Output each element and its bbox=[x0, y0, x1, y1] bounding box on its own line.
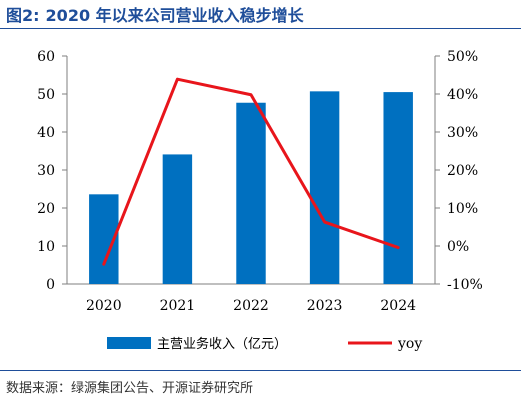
left-axis-tick-label: 20 bbox=[37, 201, 55, 217]
left-axis-tick-label: 10 bbox=[37, 239, 55, 255]
right-axis-tick-label: 20% bbox=[447, 163, 478, 179]
right-axis-tick-label: 30% bbox=[447, 125, 478, 141]
figure-title: 图2: 2020 年以来公司营业收入稳步增长 bbox=[6, 2, 310, 26]
right-axis-tick-label: 10% bbox=[447, 201, 478, 217]
chart-axes: 0 10 20 30 40 50 60 -10% 0% 10% 20% 30% 40% 50% 2020 20… bbox=[37, 49, 483, 314]
bar-series bbox=[89, 91, 413, 285]
right-axis-tick-label: 40% bbox=[447, 87, 478, 103]
legend-swatch-revenue bbox=[107, 337, 151, 349]
x-axis-tick-label: 2024 bbox=[380, 298, 416, 314]
x-axis-tick-label: 2023 bbox=[307, 298, 343, 314]
x-axis-tick-label: 2020 bbox=[86, 298, 122, 314]
left-axis-tick-label: 50 bbox=[37, 87, 55, 103]
x-axis-tick-label: 2021 bbox=[160, 298, 196, 314]
right-axis-tick-label: 0% bbox=[447, 239, 469, 255]
line-series bbox=[102, 77, 400, 266]
revenue-bar bbox=[162, 154, 193, 284]
x-axis-tick-label: 2022 bbox=[233, 298, 269, 314]
left-axis-tick-label: 0 bbox=[46, 277, 55, 293]
chart-legend: 主营业务收入（亿元） yoy bbox=[107, 336, 422, 352]
revenue-bar bbox=[236, 102, 266, 285]
source-divider bbox=[0, 370, 521, 371]
right-axis-tick-label: 50% bbox=[447, 49, 478, 65]
source-note: 数据来源：绿源集团公告、开源证券研究所 bbox=[6, 381, 254, 396]
left-axis-tick-label: 60 bbox=[37, 49, 55, 65]
figure-label: 图2: bbox=[6, 6, 40, 25]
revenue-chart: 0 10 20 30 40 50 60 -10% 0% 10% 20% 30% 40% 50% 2020 20… bbox=[37, 49, 483, 352]
title-divider bbox=[0, 28, 521, 29]
revenue-bar bbox=[383, 92, 413, 284]
left-axis-tick-label: 40 bbox=[37, 125, 55, 141]
figure-title-text: 2020 年以来公司营业收入稳步增长 bbox=[45, 6, 304, 25]
revenue-bar bbox=[309, 91, 340, 284]
left-axis-tick-label: 30 bbox=[37, 163, 55, 179]
right-axis-tick-label: -10% bbox=[447, 277, 483, 293]
legend-label-yoy: yoy bbox=[397, 336, 422, 352]
legend-label-revenue: 主营业务收入（亿元） bbox=[157, 336, 287, 352]
